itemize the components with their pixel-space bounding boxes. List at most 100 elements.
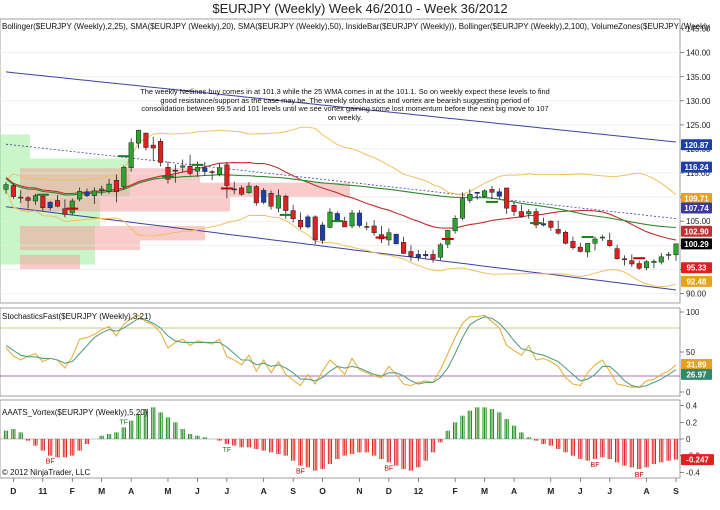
price-badge-label: 116.24 [684, 163, 709, 172]
price-axis: 90.0095.00100.00105.00110.00115.00120.00… [680, 25, 711, 298]
price-badge [681, 275, 712, 287]
price-badge [681, 139, 712, 151]
time-tick-label: D [10, 486, 16, 496]
copyright: © 2012 NinjaTrader, LLC [2, 468, 91, 477]
candle-body [614, 248, 620, 259]
candle-body [386, 232, 392, 241]
candle-body [540, 223, 547, 226]
vortex-flag: TF [120, 419, 129, 426]
chart-title: $EURJPY (Weekly) Week 46/2010 - Week 36/… [212, 1, 507, 16]
time-tick-label: M [164, 486, 171, 496]
candle-body [40, 195, 46, 208]
vortex-badge-label: -0.247 [686, 456, 709, 465]
indicator-lines [5, 71, 677, 291]
price-tick-label: 90.00 [686, 289, 707, 298]
time-axis: D 11 F M A M J J A S O N D 12 F M A M J J A S [10, 478, 679, 496]
candle-body [533, 211, 539, 226]
candle-body [496, 191, 502, 197]
price-indicator-label: Bollinger($EURJPY (Weekly),2,25), SMA($E… [2, 22, 710, 31]
candle-body [69, 200, 75, 214]
vortex-flag: BF [635, 472, 644, 479]
candle-body [415, 254, 421, 258]
candle-body [25, 197, 31, 201]
candle-body [106, 183, 112, 192]
time-tick-label: F [70, 486, 75, 496]
stochastics-badge [681, 358, 712, 370]
time-tick-label: O [319, 486, 326, 496]
candle-body [209, 171, 215, 173]
vortex-flag: TF [223, 447, 232, 454]
time-tick-label: M [481, 486, 488, 496]
bollinger-100-mid [5, 143, 677, 219]
candle-body [334, 213, 340, 221]
time-tick-label: J [607, 486, 612, 496]
vortex-flag: BF [296, 469, 305, 476]
price-tick-label: 115.00 [686, 169, 710, 178]
candle-body [349, 212, 355, 227]
candle-body [599, 236, 605, 239]
candle-body [158, 141, 164, 163]
bollinger-25-lower [5, 189, 677, 288]
candle-body [150, 144, 156, 149]
candle-body [511, 205, 517, 212]
time-tick-label: M [547, 486, 554, 496]
time-tick-label: A [128, 486, 134, 496]
candle-body [621, 258, 627, 260]
vortex-tick-label: 0 [686, 435, 691, 444]
candle-body [577, 246, 583, 252]
candle-body [55, 200, 61, 207]
price-tick-label: 130.00 [686, 97, 711, 106]
candle-body [18, 196, 24, 199]
candle-body [47, 202, 53, 208]
candle-body [224, 164, 230, 186]
stochastics-k-line [5, 314, 677, 388]
stochastics-badge [681, 368, 712, 380]
vortex-axis: -0.4-0.200.20.4 [680, 402, 700, 477]
time-tick-label: 12 [414, 486, 424, 496]
candle-body [84, 191, 90, 196]
candle-body [3, 184, 9, 190]
volume-zone-buy [0, 134, 30, 159]
candle-body [452, 218, 458, 232]
stochastics-tick-label: 0 [686, 388, 691, 397]
price-badge-label: 95.33 [686, 264, 707, 273]
candle-body [253, 186, 259, 204]
volume-zone-sell [20, 254, 80, 270]
vortex-panel: TF BF TF BF BF BF BF AAATS_Vortex($EURJPY (Wee… [0, 399, 714, 479]
candle-body [563, 231, 569, 244]
candle-body [459, 198, 466, 219]
price-badge-label: 100.29 [684, 240, 709, 249]
candles [3, 129, 679, 271]
candle-body [644, 261, 650, 269]
candle-body [437, 244, 443, 258]
candle-body [32, 195, 38, 202]
price-badge-label: 109.71 [684, 194, 709, 203]
candle-body [364, 226, 370, 228]
candle-body [445, 230, 451, 245]
vortex-badge [681, 454, 714, 466]
vortex-tick-label: -0.4 [686, 468, 700, 477]
candle-body [305, 216, 311, 228]
candle-body [239, 187, 245, 195]
stochastics-tick-label: 50 [686, 348, 695, 357]
candle-body [371, 225, 377, 233]
candle-body [216, 167, 223, 175]
price-badge [681, 262, 712, 274]
candle-body [570, 241, 576, 248]
time-tick-label: M [98, 486, 105, 496]
candle-body [555, 229, 561, 234]
candle-body [283, 195, 289, 211]
vortex-flag: BF [384, 465, 393, 472]
price-badge-label: 92.48 [686, 277, 707, 286]
candle-body [268, 193, 274, 207]
candle-body [135, 129, 142, 144]
stochastics-panel: StochasticsFast($EURJPY (Weekly),3,21) 0… [0, 307, 712, 397]
candle-body [474, 192, 480, 194]
candle-body [121, 167, 127, 187]
time-tick-label: S [290, 486, 296, 496]
time-tick-label: D [386, 486, 392, 496]
stochastics-axis: 0 50 100 [680, 308, 700, 397]
vortex-flags: TF BF TF BF BF BF BF [46, 419, 644, 479]
